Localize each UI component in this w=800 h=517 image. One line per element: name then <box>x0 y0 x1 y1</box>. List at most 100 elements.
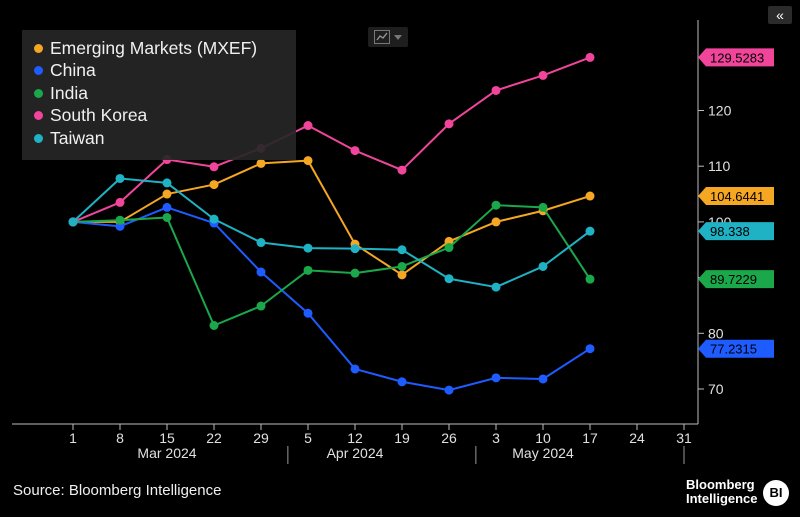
data-point <box>350 146 360 156</box>
source-note: Source: Bloomberg Intelligence <box>13 482 222 499</box>
month-label: Apr 2024 <box>327 445 384 461</box>
data-point <box>256 301 266 311</box>
data-point <box>585 191 595 201</box>
legend-marker <box>34 88 43 98</box>
data-point <box>115 197 125 207</box>
data-point <box>538 261 548 271</box>
y-tick-label: 70 <box>708 381 724 397</box>
series-line-china <box>72 206 591 392</box>
legend-label: South Korea <box>50 105 148 126</box>
data-point <box>491 217 501 227</box>
y-tick-label: 80 <box>708 325 724 341</box>
data-point <box>491 373 501 383</box>
last-value-tag-emerging-markets-mxef: 104.6441 <box>698 187 774 206</box>
legend-label: India <box>50 82 88 103</box>
data-point <box>256 238 266 248</box>
last-value-tag-bg <box>698 339 774 358</box>
legend-label: China <box>50 60 96 81</box>
data-point <box>350 364 360 374</box>
x-tick-label: 8 <box>116 430 124 446</box>
legend-item-india[interactable]: India <box>34 82 296 105</box>
brand-line-1: Bloomberg <box>686 477 755 492</box>
legend-label: Taiwan <box>50 127 105 148</box>
last-value-tag-bg <box>698 187 774 206</box>
last-value-tag-taiwan: 98.338 <box>698 222 774 241</box>
line-chart-icon <box>374 30 390 44</box>
month-label: Mar 2024 <box>137 445 196 461</box>
last-value-tag-bg <box>698 222 774 241</box>
data-point <box>303 243 313 253</box>
last-value-label: 98.338 <box>710 224 750 239</box>
data-point <box>303 308 313 318</box>
x-tick-label: 19 <box>394 430 410 446</box>
legend-item-taiwan[interactable]: Taiwan <box>34 127 296 150</box>
legend-marker <box>34 133 43 143</box>
last-value-label: 104.6441 <box>710 189 764 204</box>
last-value-tag-bg <box>698 48 774 67</box>
collapse-button[interactable]: « <box>768 6 792 24</box>
data-point <box>303 265 313 275</box>
data-point <box>397 165 407 175</box>
data-point <box>491 200 501 210</box>
data-point <box>303 121 313 131</box>
data-point <box>115 215 125 225</box>
data-point <box>585 226 595 236</box>
data-point <box>162 202 172 212</box>
legend-item-south-korea[interactable]: South Korea <box>34 105 296 128</box>
line-chart: 708090100110120181522295121926310172431M… <box>12 20 774 464</box>
x-tick-label: 15 <box>159 430 175 446</box>
data-point <box>209 162 219 172</box>
footer: Source: Bloomberg Intelligence Bloomberg… <box>0 470 800 517</box>
data-point <box>350 244 360 254</box>
x-tick-label: 22 <box>206 430 222 446</box>
data-point <box>256 267 266 277</box>
series-line-india <box>72 204 591 327</box>
data-point <box>491 282 501 292</box>
data-point <box>397 261 407 271</box>
data-point <box>162 212 172 222</box>
data-point <box>115 173 125 183</box>
x-tick-label: 3 <box>492 430 500 446</box>
last-value-label: 77.2315 <box>710 342 757 357</box>
data-point <box>538 70 548 80</box>
legend: Emerging Markets (MXEF) China India South K… <box>22 30 296 160</box>
x-tick-label: 10 <box>535 430 551 446</box>
data-point <box>256 158 266 168</box>
brand-logo: Bloomberg Intelligence <box>686 478 758 506</box>
legend-item-emerging-markets-mxef[interactable]: Emerging Markets (MXEF) <box>34 37 296 60</box>
series-line-taiwan <box>72 177 591 289</box>
x-tick-label: 12 <box>347 430 363 446</box>
data-point <box>585 52 595 62</box>
x-tick-label: 24 <box>629 430 645 446</box>
data-point <box>444 385 454 395</box>
series-line-south-korea <box>72 56 591 223</box>
data-point <box>585 344 595 354</box>
data-point <box>68 217 78 227</box>
data-point <box>162 178 172 188</box>
data-point <box>397 270 407 280</box>
series-taiwan <box>68 173 595 292</box>
data-point <box>538 202 548 212</box>
data-point <box>350 268 360 278</box>
x-tick-label: 31 <box>676 430 692 446</box>
legend-item-china[interactable]: China <box>34 60 296 83</box>
x-tick-label: 5 <box>304 430 312 446</box>
bi-badge: BI <box>763 480 789 506</box>
y-tick-label: 120 <box>708 103 732 119</box>
x-tick-label: 26 <box>441 430 457 446</box>
data-point <box>538 374 548 384</box>
last-value-label: 129.5283 <box>710 50 764 65</box>
data-point <box>162 189 172 199</box>
data-point <box>209 214 219 224</box>
x-tick-label: 17 <box>582 430 598 446</box>
data-point <box>491 85 501 95</box>
legend-label: Emerging Markets (MXEF) <box>50 37 258 58</box>
data-point <box>444 274 454 284</box>
last-value-tag-china: 77.2315 <box>698 339 774 358</box>
legend-marker <box>34 66 43 76</box>
x-tick-label: 1 <box>69 430 77 446</box>
last-value-tag-india: 89.7229 <box>698 270 774 289</box>
chart-type-button[interactable] <box>368 27 408 47</box>
data-point <box>397 245 407 255</box>
last-value-tag-south-korea: 129.5283 <box>698 48 774 67</box>
